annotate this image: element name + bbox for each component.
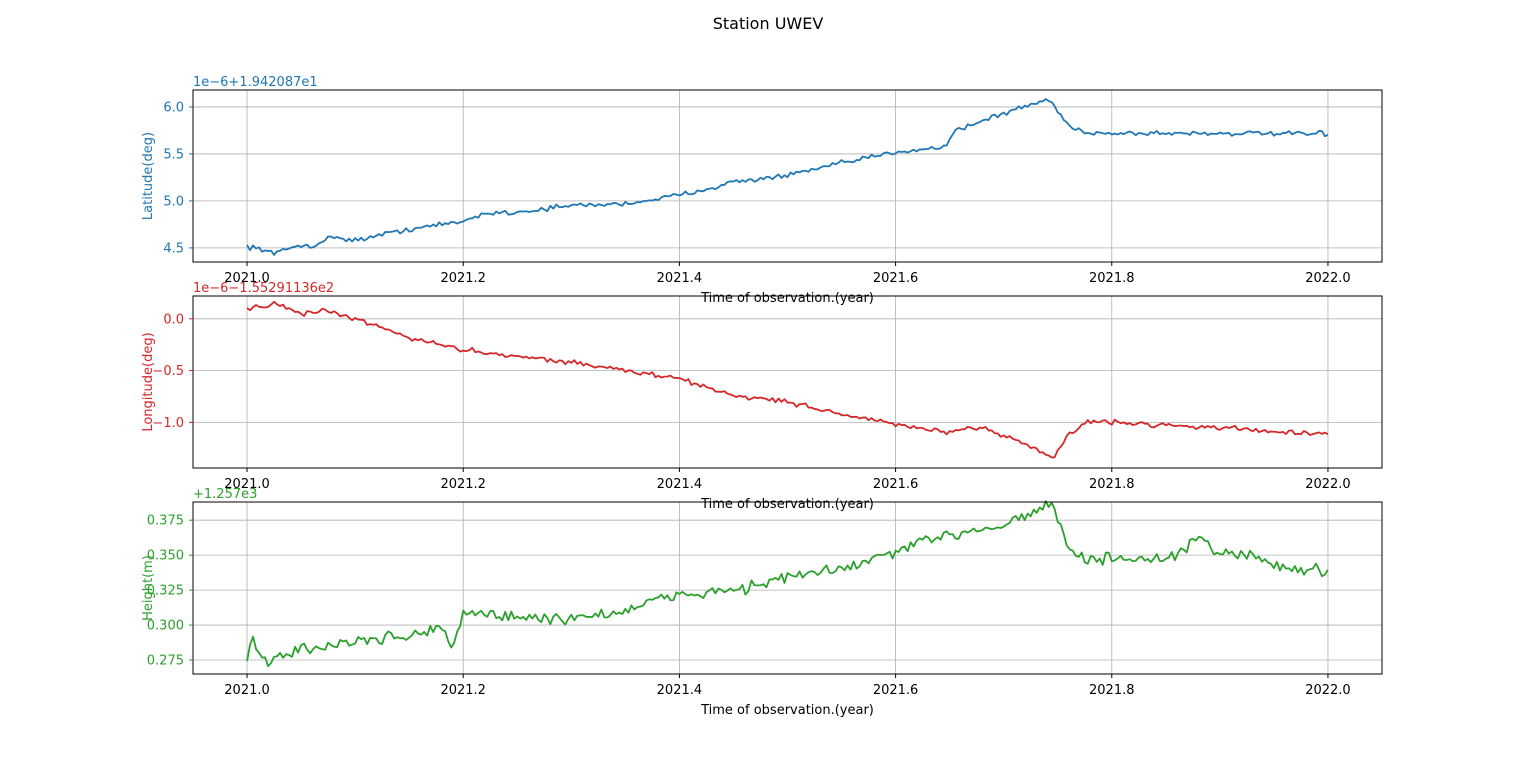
y-tick-label: 0.275: [147, 654, 184, 669]
axes-frame: [192, 89, 1383, 263]
x-axis-label: Time of observation.(year): [700, 703, 874, 718]
series-line-latitude: [246, 98, 1329, 256]
x-tick-label: 2021.2: [440, 477, 486, 492]
x-tick-label: 2021.0: [224, 271, 270, 286]
axes-frame: [192, 501, 1383, 675]
x-tick-label: 2022.0: [1305, 683, 1351, 698]
y-tick-label: 4.5: [163, 241, 184, 256]
y-axis-label: Height(m): [141, 555, 156, 621]
axis-offset-label: +1.257e3: [193, 487, 257, 502]
x-tick-label: 2021.8: [1089, 683, 1135, 698]
y-axis-label: Latitude(deg): [141, 132, 156, 220]
y-tick-label: 0.325: [147, 584, 184, 599]
x-axis-label: Time of observation.(year): [700, 497, 874, 512]
x-tick-label: 2021.2: [440, 271, 486, 286]
x-axis-label: Time of observation.(year): [700, 291, 874, 306]
x-tick-label: 2021.8: [1089, 477, 1135, 492]
y-tick-label: −1.0: [152, 416, 184, 431]
y-axis-label: Longitude(deg): [141, 332, 156, 431]
y-tick-label: 0.300: [147, 619, 184, 634]
y-tick-label: 0.375: [147, 514, 184, 529]
y-tick-label: 5.0: [163, 194, 184, 209]
x-tick-label: 2021.0: [224, 683, 270, 698]
x-tick-label: 2021.6: [873, 683, 919, 698]
x-tick-label: 2021.4: [657, 683, 703, 698]
x-tick-label: 2021.6: [873, 271, 919, 286]
y-tick-label: 0.0: [163, 312, 184, 327]
subplot-latitude: 2021.0 2021.2 2021.4 2021.6 2021.8 2022.0 4.5 5…: [141, 75, 1383, 306]
x-tick-label: 2022.0: [1305, 271, 1351, 286]
subplot-longitude: 2021.0 2021.2 2021.4 2021.6 2021.8 2022.0 0.0 −…: [141, 281, 1383, 512]
y-tick-label: −0.5: [152, 364, 184, 379]
x-tick-label: 2021.0: [224, 477, 270, 492]
subplot-height: 2021.0 2021.2 2021.4 2021.6 2021.8 2022.0 0.27…: [141, 487, 1383, 718]
series-line-height: [246, 500, 1329, 668]
figure-title: Station UWEV: [713, 14, 824, 33]
x-tick-label: 2021.4: [657, 271, 703, 286]
series-line-longitude: [246, 300, 1329, 459]
axes-frame: [192, 295, 1383, 469]
x-tick-label: 2021.4: [657, 477, 703, 492]
y-tick-label: 6.0: [163, 100, 184, 115]
x-tick-label: 2021.6: [873, 477, 919, 492]
x-tick-label: 2022.0: [1305, 477, 1351, 492]
axis-offset-label: 1e−6+1.942087e1: [193, 75, 318, 90]
x-tick-label: 2021.8: [1089, 271, 1135, 286]
axis-offset-label: 1e−6−1.55291136e2: [193, 281, 334, 296]
x-tick-label: 2021.2: [440, 683, 486, 698]
y-tick-label: 5.5: [163, 147, 184, 162]
y-tick-label: 0.350: [147, 549, 184, 564]
